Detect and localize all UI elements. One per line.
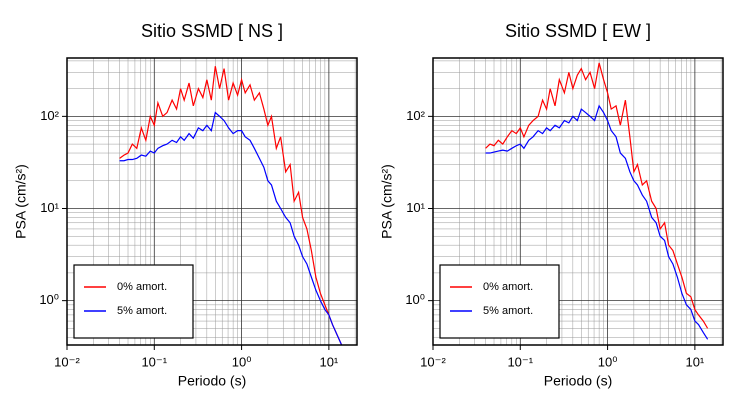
x-tick-label: 10⁻² xyxy=(420,354,446,369)
x-axis-label: Periodo (s) xyxy=(178,373,246,389)
chart: 10⁻² 10⁻¹ 10⁰ 10¹ 10⁰ 10¹ 10² 0% amort. 5% amort… xyxy=(13,21,358,389)
y-axis-label: PSA (cm/s²) xyxy=(379,164,395,239)
x-axis-label: Periodo (s) xyxy=(544,373,612,389)
legend-box xyxy=(73,264,194,339)
x-tick-label: 10⁻¹ xyxy=(141,354,167,369)
y-tick-label: 10⁰ xyxy=(405,292,425,307)
series-line xyxy=(119,66,343,345)
x-tick-label: 10¹ xyxy=(685,354,704,369)
legend-label: 0% amort. xyxy=(117,281,167,293)
y-tick-label: 10² xyxy=(40,108,59,123)
y-tick-label: 10¹ xyxy=(406,200,425,215)
x-tick-label: 10⁰ xyxy=(232,354,252,369)
plot-frame xyxy=(432,57,724,346)
chart: 10⁻² 10⁻¹ 10⁰ 10¹ 10⁰ 10¹ 10² 0% amort. 5% amort… xyxy=(379,21,724,389)
legend: 0% amort. 5% amort. xyxy=(73,264,194,339)
x-tick-label: 10¹ xyxy=(319,354,338,369)
y-axis-label: PSA (cm/s²) xyxy=(13,164,29,239)
legend-label: 0% amort. xyxy=(483,281,533,293)
chart-title: Sitio SSMD [ NS ] xyxy=(141,21,283,41)
series-line xyxy=(485,104,709,340)
x-tick-label: 10⁻¹ xyxy=(507,354,533,369)
x-tick-label: 10⁻² xyxy=(54,354,80,369)
chart-title: Sitio SSMD [ EW ] xyxy=(505,21,651,41)
series-line xyxy=(119,111,343,345)
legend-box xyxy=(439,264,560,339)
series-line xyxy=(485,62,709,329)
legend: 0% amort. 5% amort. xyxy=(439,264,560,339)
legend-label: 5% amort. xyxy=(117,305,167,317)
legend-label: 5% amort. xyxy=(483,305,533,317)
y-tick-label: 10¹ xyxy=(40,200,59,215)
x-tick-label: 10⁰ xyxy=(598,354,618,369)
y-tick-label: 10² xyxy=(406,108,425,123)
plot-frame xyxy=(66,57,358,346)
y-tick-label: 10⁰ xyxy=(39,292,59,307)
